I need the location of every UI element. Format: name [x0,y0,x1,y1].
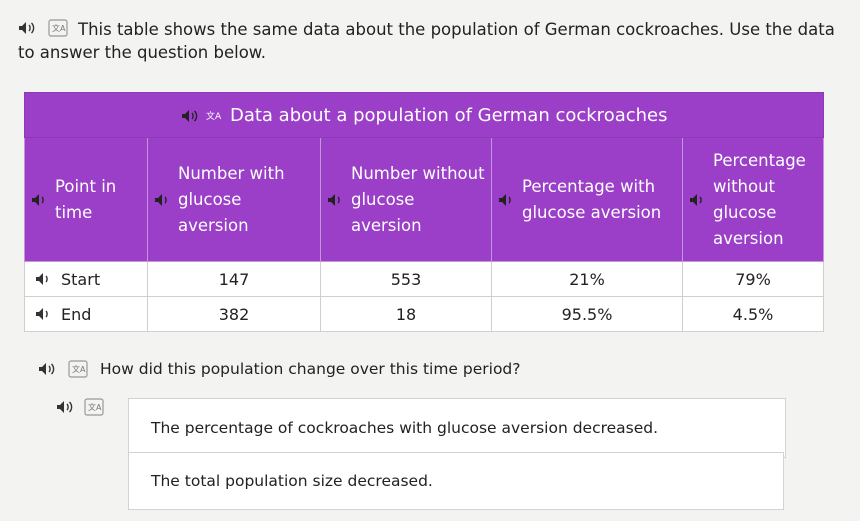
header-percentage-with: Percentage with glucose aversion [491,137,683,262]
table-cell: 4.5% [682,296,824,332]
speaker-icon[interactable] [154,193,172,207]
table-cell: 382 [147,296,321,332]
table-cell: 95.5% [491,296,683,332]
speaker-icon[interactable] [498,193,516,207]
header-point-in-time: Point in time [24,137,148,262]
answer-choice-1[interactable]: The percentage of cockroaches with gluco… [128,398,786,458]
header-label: Number without glucose aversion [351,163,485,235]
header-number-with: Number with glucose aversion [147,137,321,262]
table-row: Start 147 553 21% 79% [24,261,824,297]
answer-choice-label: The percentage of cockroaches with gluco… [151,419,659,437]
translate-icon[interactable]: 文A [84,398,104,416]
svg-text:文A: 文A [72,364,86,374]
row-label-cell: End [24,296,148,332]
data-table: 文A Data about a population of German coc… [24,92,824,332]
choice-audio-controls: 文A [56,398,104,416]
speaker-icon[interactable] [689,193,707,207]
header-label: Percentage without glucose aversion [713,150,806,248]
table-row: End 382 18 95.5% 4.5% [24,296,824,332]
table-cell: 18 [320,296,492,332]
table-caption-text: Data about a population of German cockro… [229,104,668,126]
svg-text:文A: 文A [88,402,102,412]
translate-icon[interactable]: 文A [204,107,224,125]
speaker-icon[interactable] [38,362,56,376]
intro-text-block: 文A This table shows the same data about … [18,18,838,64]
answer-choice-label: The total population size decreased. [151,472,433,490]
speaker-icon[interactable] [181,109,199,123]
table-caption: 文A Data about a population of German coc… [24,92,824,138]
table-cell: 553 [320,261,492,297]
question-text: How did this population change over this… [100,360,521,378]
header-percentage-without: Percentage without glucose aversion [682,137,824,262]
table-cell: 147 [147,261,321,297]
speaker-icon[interactable] [56,400,74,414]
translate-icon[interactable]: 文A [68,360,88,378]
question-block: 文A How did this population change over t… [38,360,521,378]
svg-text:文A: 文A [206,110,222,122]
speaker-icon[interactable] [35,307,53,321]
speaker-icon[interactable] [327,193,345,207]
intro-text: This table shows the same data about the… [18,20,835,62]
row-label: End [61,304,92,324]
data-table-container: 文A Data about a population of German coc… [24,92,824,332]
svg-text:文A: 文A [52,23,66,33]
header-label: Number with glucose aversion [178,163,285,235]
row-label-cell: Start [24,261,148,297]
table-cell: 21% [491,261,683,297]
speaker-icon[interactable] [18,21,36,35]
row-label: Start [61,269,101,289]
answer-choice-2[interactable]: The total population size decreased. [128,452,784,510]
header-label: Point in time [55,176,117,222]
translate-icon[interactable]: 文A [48,19,68,37]
table-cell: 79% [682,261,824,297]
speaker-icon[interactable] [35,272,53,286]
header-number-without: Number without glucose aversion [320,137,492,262]
header-label: Percentage with glucose aversion [522,176,662,222]
speaker-icon[interactable] [31,193,49,207]
